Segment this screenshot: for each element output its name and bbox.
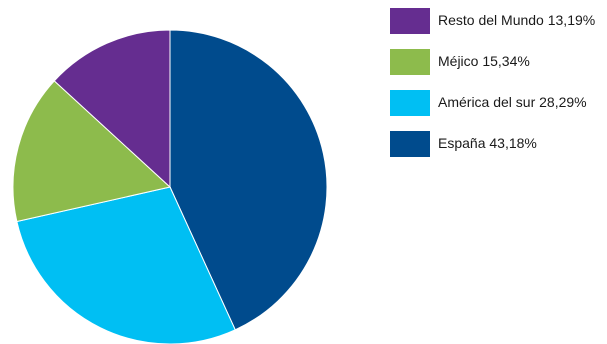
legend-swatch [390, 49, 430, 75]
pie-slice-2 [12, 80, 172, 223]
pie-slice-1 [16, 186, 236, 344]
legend-item: Resto del Mundo 13,19% [390, 8, 607, 34]
chart-legend: Resto del Mundo 13,19% Méjico 15,34% Améri… [390, 8, 607, 172]
legend-swatch [390, 8, 430, 34]
legend-swatch [390, 90, 430, 116]
legend-label: Resto del Mundo 13,19% [438, 12, 596, 28]
pie-slices [12, 29, 328, 344]
legend-label: España 43,18% [438, 135, 537, 151]
legend-item: Méjico 15,34% [390, 49, 607, 75]
legend-swatch [390, 131, 430, 157]
legend-label: América del sur 28,29% [438, 94, 587, 110]
pie-slice-0 [169, 29, 328, 331]
legend-item: España 43,18% [390, 131, 607, 157]
pie-slice-3 [53, 29, 171, 189]
legend-item: América del sur 28,29% [390, 90, 607, 116]
legend-label: Méjico 15,34% [438, 53, 530, 69]
